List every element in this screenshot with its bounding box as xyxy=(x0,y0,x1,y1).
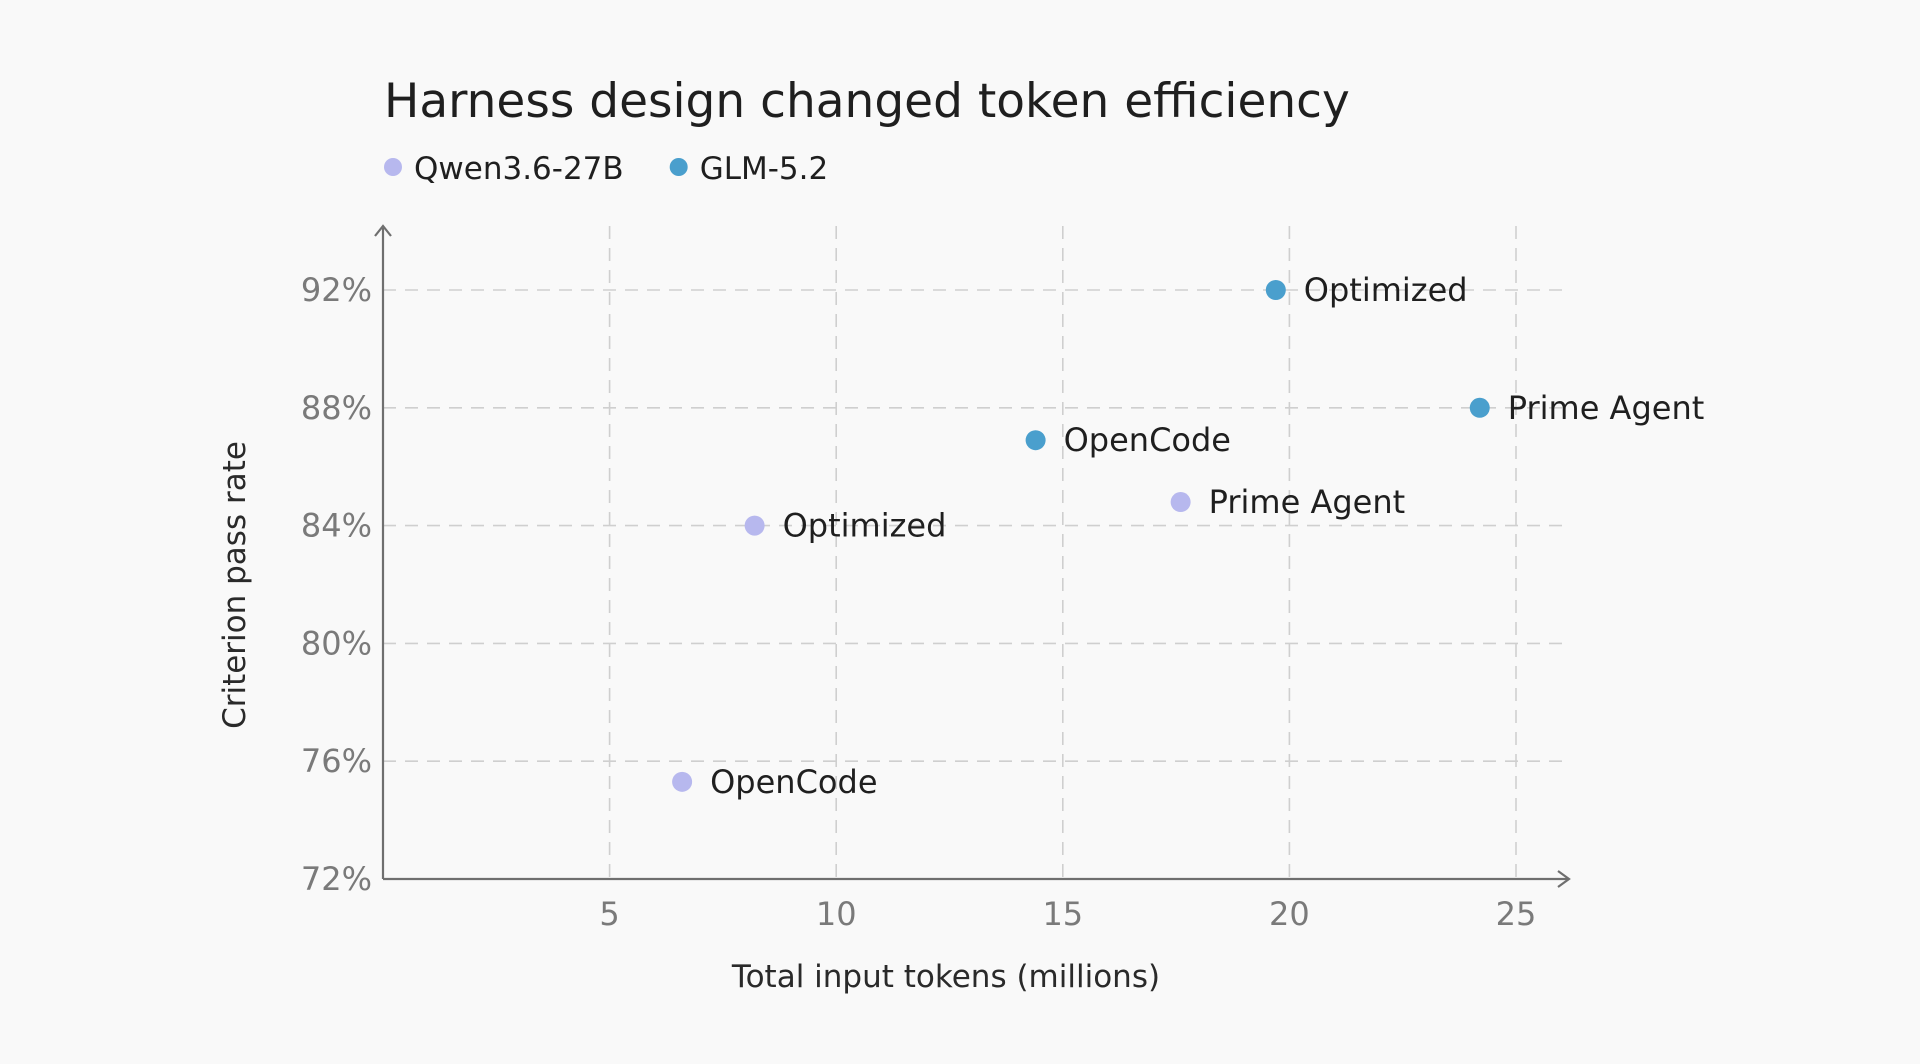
y-gridlines xyxy=(383,289,1568,763)
y-tick-label: 80% xyxy=(301,624,372,662)
x-tick-label: 20 xyxy=(1269,895,1310,933)
legend-swatch xyxy=(384,158,402,176)
x-tick-label: 15 xyxy=(1042,895,1083,933)
legend-label: Qwen3.6-27B xyxy=(414,151,624,187)
chart-title: Harness design changed token efficiency xyxy=(384,74,1350,129)
data-point xyxy=(1170,492,1191,513)
legend-label: GLM-5.2 xyxy=(700,151,829,187)
y-tick-label: 88% xyxy=(301,389,372,427)
y-tick-labels: 72% 76% 80% 84% 88% 92% xyxy=(301,271,372,898)
data-point-label: Optimized xyxy=(1304,271,1468,309)
legend: Qwen3.6-27B GLM-5.2 xyxy=(384,151,828,187)
data-point xyxy=(1025,430,1046,451)
data-point-label: OpenCode xyxy=(710,763,877,801)
y-axis-arrow xyxy=(374,224,392,237)
data-points: OpenCode Optimized Prime Agent OpenCode Opti… xyxy=(672,271,1704,801)
data-point xyxy=(1469,397,1490,418)
y-tick-label: 72% xyxy=(301,860,372,898)
data-point xyxy=(672,771,693,792)
y-tick-label: 84% xyxy=(301,507,372,545)
x-tick-label: 10 xyxy=(816,895,857,933)
x-tick-labels: 5 10 15 20 25 xyxy=(599,895,1536,933)
legend-swatch xyxy=(669,158,688,176)
axes xyxy=(374,224,1571,888)
x-tick-label: 5 xyxy=(599,895,619,933)
data-point-label: OpenCode xyxy=(1064,421,1231,459)
y-tick-label: 76% xyxy=(301,742,372,780)
data-point-label: Optimized xyxy=(783,507,947,545)
y-tick-label: 92% xyxy=(301,271,372,309)
x-axis-title: Total input tokens (millions) xyxy=(731,959,1160,995)
data-point xyxy=(1265,280,1286,300)
data-point-label: Prime Agent xyxy=(1508,389,1705,427)
data-point-label: Prime Agent xyxy=(1209,483,1406,521)
data-point xyxy=(744,515,765,536)
legend-item: GLM-5.2 xyxy=(669,151,829,187)
x-axis-arrow xyxy=(1557,870,1571,888)
y-axis-title: Criterion pass rate xyxy=(217,441,253,729)
x-tick-label: 25 xyxy=(1496,895,1537,933)
legend-item: Qwen3.6-27B xyxy=(384,151,624,187)
